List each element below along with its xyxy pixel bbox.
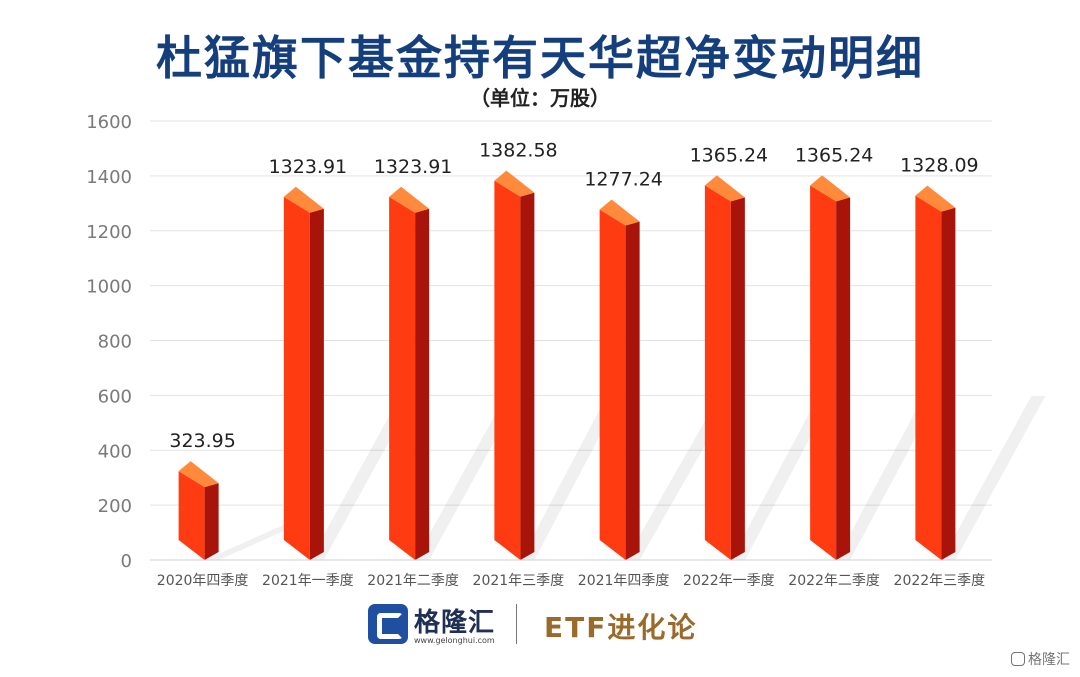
bar-top bbox=[599, 199, 640, 226]
brand-url: www.gelonghui.com bbox=[414, 636, 495, 645]
bar-value-label: 1328.09 bbox=[900, 155, 979, 177]
bar-shadow bbox=[309, 396, 414, 560]
x-tick-label: 2022年三季度 bbox=[894, 573, 986, 589]
bar-value-label: 1365.24 bbox=[690, 144, 769, 166]
bar-side bbox=[730, 197, 745, 560]
bar-top bbox=[915, 185, 956, 212]
y-tick-label: 800 bbox=[98, 332, 132, 353]
bar-side bbox=[520, 192, 535, 561]
y-tick-label: 1400 bbox=[86, 167, 132, 188]
y-tick-label: 1000 bbox=[86, 277, 132, 298]
watermark: 格隆汇 bbox=[1011, 649, 1070, 669]
bar-value-label: 1365.24 bbox=[795, 144, 874, 166]
bar-front bbox=[283, 196, 310, 560]
bar-shadow bbox=[415, 396, 520, 560]
y-tick-label: 400 bbox=[98, 441, 132, 462]
bar-side bbox=[625, 221, 640, 560]
bar-value-label: 1382.58 bbox=[479, 140, 558, 162]
x-tick-label: 2021年二季度 bbox=[367, 573, 459, 589]
bar-shadow bbox=[520, 389, 625, 560]
bar-shadow bbox=[941, 396, 1046, 560]
bar-side bbox=[204, 483, 219, 560]
chart-title: 杜猛旗下基金持有天华超净变动明细 bbox=[156, 31, 924, 85]
gelonghui-logo-icon bbox=[368, 604, 408, 644]
bar-shadow bbox=[204, 520, 309, 560]
brand-name: 格隆汇 bbox=[414, 608, 496, 638]
partner-name: ETF进化论 bbox=[544, 611, 698, 644]
bar-side bbox=[941, 207, 956, 561]
x-tick-label: 2021年四季度 bbox=[578, 573, 670, 589]
y-tick-label: 600 bbox=[98, 386, 132, 407]
y-tick-label: 1200 bbox=[86, 222, 132, 243]
bar-side bbox=[309, 208, 324, 560]
footer: 格隆汇 www.gelonghui.com ETF进化论 bbox=[0, 598, 1080, 658]
y-tick-label: 0 bbox=[121, 551, 132, 572]
bar-top bbox=[283, 186, 324, 213]
watermark-text: 格隆汇 bbox=[1028, 652, 1070, 668]
bar-front bbox=[810, 185, 837, 560]
x-tick-label: 2021年三季度 bbox=[473, 573, 565, 589]
bar-front bbox=[599, 209, 626, 560]
footer-divider bbox=[516, 604, 517, 644]
bar-value-label: 1323.91 bbox=[374, 156, 453, 178]
chart-subtitle: （单位：万股） bbox=[470, 86, 610, 110]
x-tick-label: 2021年一季度 bbox=[262, 573, 354, 589]
bar-top bbox=[389, 186, 430, 213]
bar-top bbox=[704, 175, 745, 202]
bar-top bbox=[494, 170, 535, 197]
bar-shadow bbox=[625, 402, 730, 560]
watermark-icon bbox=[1011, 652, 1025, 666]
bar-value-label: 323.95 bbox=[169, 430, 235, 452]
x-tick-label: 2020年四季度 bbox=[157, 573, 249, 589]
bar-front bbox=[494, 180, 521, 561]
bar-top bbox=[810, 175, 851, 202]
y-tick-label: 200 bbox=[98, 496, 132, 517]
bar-front bbox=[178, 471, 205, 560]
bar-front bbox=[704, 185, 731, 560]
x-tick-label: 2022年一季度 bbox=[683, 573, 775, 589]
bar-side bbox=[415, 208, 430, 560]
y-tick-label: 1600 bbox=[86, 112, 132, 133]
bar-value-label: 1323.91 bbox=[269, 156, 348, 178]
bar-value-label: 1277.24 bbox=[584, 169, 663, 191]
x-tick-label: 2022年二季度 bbox=[788, 573, 880, 589]
bar-shadow bbox=[730, 391, 835, 560]
bar-top bbox=[178, 461, 219, 488]
bar-side bbox=[836, 197, 851, 560]
bar-shadow bbox=[836, 391, 941, 560]
bar-front bbox=[915, 195, 942, 561]
bar-front bbox=[389, 196, 416, 560]
